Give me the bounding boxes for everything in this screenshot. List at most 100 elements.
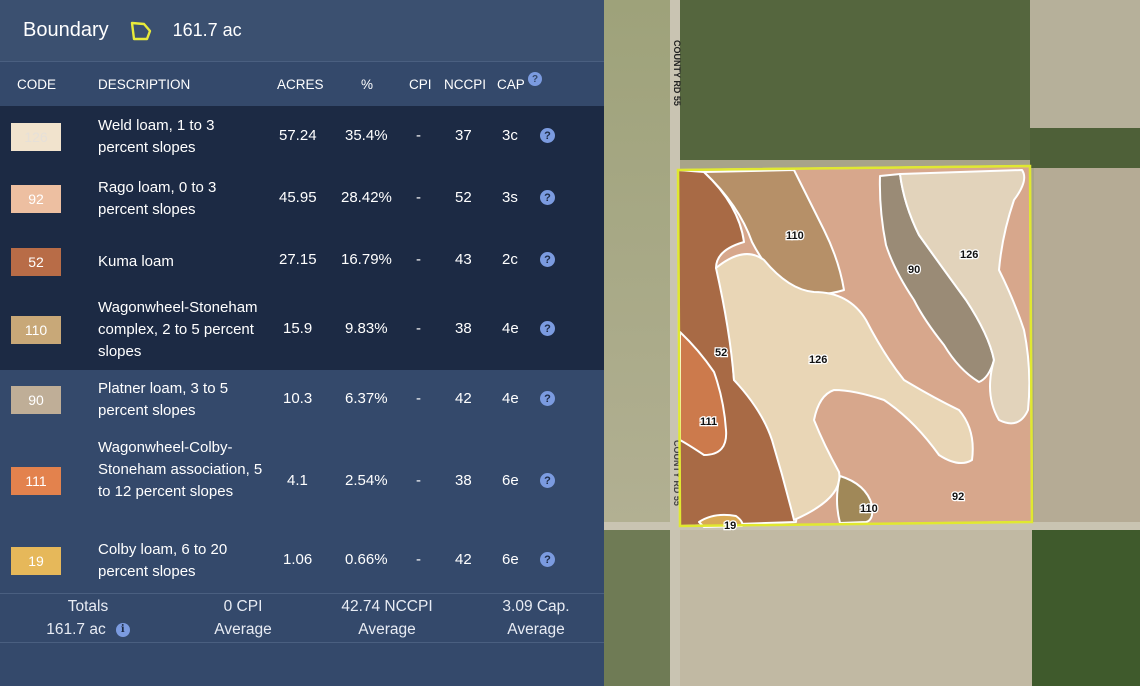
road-label-top: COUNTY RD 55 [672, 40, 682, 106]
help-icon[interactable]: ? [540, 391, 555, 406]
row-cpi: - [416, 472, 421, 489]
row-nccpi: 38 [455, 320, 472, 337]
column-acres[interactable]: ACRES [277, 76, 324, 92]
totals-nccpi: 42.74 NCCPI [341, 598, 433, 615]
totals-cap: 3.09 Cap. [502, 598, 570, 615]
row-description: Rago loam, 0 to 3 percent slopes [98, 179, 217, 218]
code-swatch: 52 [11, 248, 61, 276]
row-acres: 1.06 [283, 551, 313, 568]
table-row[interactable]: 52 Kuma loam 27.15 16.79% - 43 2c ? [0, 230, 604, 292]
polygon-label: 110 [860, 503, 878, 515]
field-northeast [1030, 0, 1140, 128]
row-nccpi: 42 [455, 390, 472, 407]
table-row[interactable]: 126 Weld loam, 1 to 3 percent slopes 57.… [0, 106, 604, 168]
row-acres: 4.1 [287, 472, 308, 489]
field-south [680, 530, 1032, 686]
polygon-label: 126 [809, 354, 827, 366]
totals-label: Totals [67, 598, 109, 615]
column-cap[interactable]: CAP [497, 76, 525, 92]
soil-polygon-126-east[interactable] [899, 169, 1031, 425]
table-row[interactable]: 110 Wagonwheel-Stoneham complex, 2 to 5 … [0, 292, 604, 370]
column-cpi[interactable]: CPI [409, 76, 432, 92]
code-swatch: 92 [11, 185, 61, 213]
row-percent: 28.42% [341, 189, 392, 206]
field-north [680, 0, 1030, 160]
row-acres: 15.9 [283, 320, 313, 337]
table-row[interactable]: 111 Wagonwheel-Colby-Stoneham associatio… [0, 432, 604, 532]
header-title: Boundary [23, 19, 109, 41]
column-headers: CODE DESCRIPTION ACRES % CPI NCCPI CAP ? [0, 62, 604, 106]
help-icon[interactable]: ? [540, 252, 555, 267]
row-description: Wagonwheel-Colby-Stoneham association, 5… [98, 439, 263, 500]
help-icon[interactable]: ? [540, 473, 555, 488]
polygon-label: 19 [724, 520, 736, 532]
column-percent[interactable]: % [361, 76, 374, 92]
totals-nccpi-block: 42.74 NCCPI Average [327, 595, 447, 641]
field-southwest [604, 530, 670, 686]
column-nccpi[interactable]: NCCPI [444, 76, 487, 92]
row-description: Colby loam, 6 to 20 percent slopes [98, 541, 228, 580]
totals-cpi-sub: Average [214, 621, 272, 638]
column-description[interactable]: DESCRIPTION [98, 76, 191, 92]
row-percent: 2.54% [345, 472, 388, 489]
field-southeast [1032, 526, 1140, 686]
row-description: Weld loam, 1 to 3 percent slopes [98, 117, 215, 156]
row-percent: 0.66% [345, 551, 388, 568]
help-icon[interactable]: ? [540, 552, 555, 567]
row-nccpi: 43 [455, 251, 472, 268]
code-swatch: 110 [11, 316, 61, 344]
help-icon[interactable]: ? [540, 128, 555, 143]
table-row[interactable]: 92 Rago loam, 0 to 3 percent slopes 45.9… [0, 168, 604, 230]
row-cpi: - [416, 127, 421, 144]
help-icon[interactable]: ? [540, 190, 555, 205]
map-canvas[interactable]: COUNTY RD 55 COUNTY RD 55 1 [604, 0, 1140, 686]
row-cpi: - [416, 251, 421, 268]
satellite-map[interactable]: COUNTY RD 55 COUNTY RD 55 1 [604, 0, 1140, 686]
soil-polygon-111[interactable] [679, 331, 728, 456]
totals-cpi-block: 0 CPI Average [193, 595, 293, 641]
row-cpi: - [416, 189, 421, 206]
row-description: Kuma loam [98, 253, 174, 270]
row-cpi: - [416, 320, 421, 337]
panel-header: Boundary 161.7 ac [0, 0, 604, 62]
help-icon[interactable]: ? [540, 321, 555, 336]
polygon-label: 90 [908, 264, 920, 276]
row-percent: 6.37% [345, 390, 388, 407]
row-cap: 3c [502, 127, 518, 144]
road-horizontal [604, 522, 1140, 530]
road-vertical [670, 0, 680, 686]
row-cap: 6e [502, 551, 519, 568]
column-code[interactable]: CODE [17, 76, 57, 92]
row-cap: 4e [502, 320, 519, 337]
polygon-label: 52 [715, 347, 727, 359]
field-boundary[interactable] [676, 164, 1034, 528]
code-swatch: 19 [11, 547, 61, 575]
totals-cap-block: 3.09 Cap. Average [486, 595, 586, 641]
polygon-label: 92 [952, 491, 964, 503]
row-acres: 57.24 [279, 127, 317, 144]
totals-cap-sub: Average [507, 621, 565, 638]
table-row[interactable]: 19 Colby loam, 6 to 20 percent slopes 1.… [0, 532, 604, 592]
totals-acres: 161.7 ac [46, 621, 106, 638]
totals-acres-block: Totals 161.7 ac i [28, 595, 148, 641]
row-cpi: - [416, 551, 421, 568]
row-acres: 10.3 [283, 390, 313, 407]
row-acres: 27.15 [279, 251, 317, 268]
road-label-bottom: COUNTY RD 55 [672, 440, 682, 506]
row-percent: 35.4% [345, 127, 388, 144]
info-icon[interactable]: i [115, 622, 130, 637]
row-nccpi: 38 [455, 472, 472, 489]
cap-help-icon[interactable]: ? [528, 72, 542, 86]
boundary-polygon-icon [129, 19, 153, 43]
field-east [1034, 168, 1140, 523]
polygon-label: 111 [700, 416, 717, 428]
row-nccpi: 52 [455, 189, 472, 206]
row-description: Wagonwheel-Stoneham complex, 2 to 5 perc… [98, 299, 258, 360]
code-swatch: 90 [11, 386, 61, 414]
code-swatch: 126 [11, 123, 61, 151]
table-row[interactable]: 90 Platner loam, 3 to 5 percent slopes 1… [0, 370, 604, 432]
soil-polygon-110-south[interactable] [836, 475, 874, 524]
soil-polygon-126-center[interactable] [715, 253, 974, 521]
field-northeast-strip [1030, 128, 1140, 168]
polygon-label: 126 [960, 249, 978, 261]
